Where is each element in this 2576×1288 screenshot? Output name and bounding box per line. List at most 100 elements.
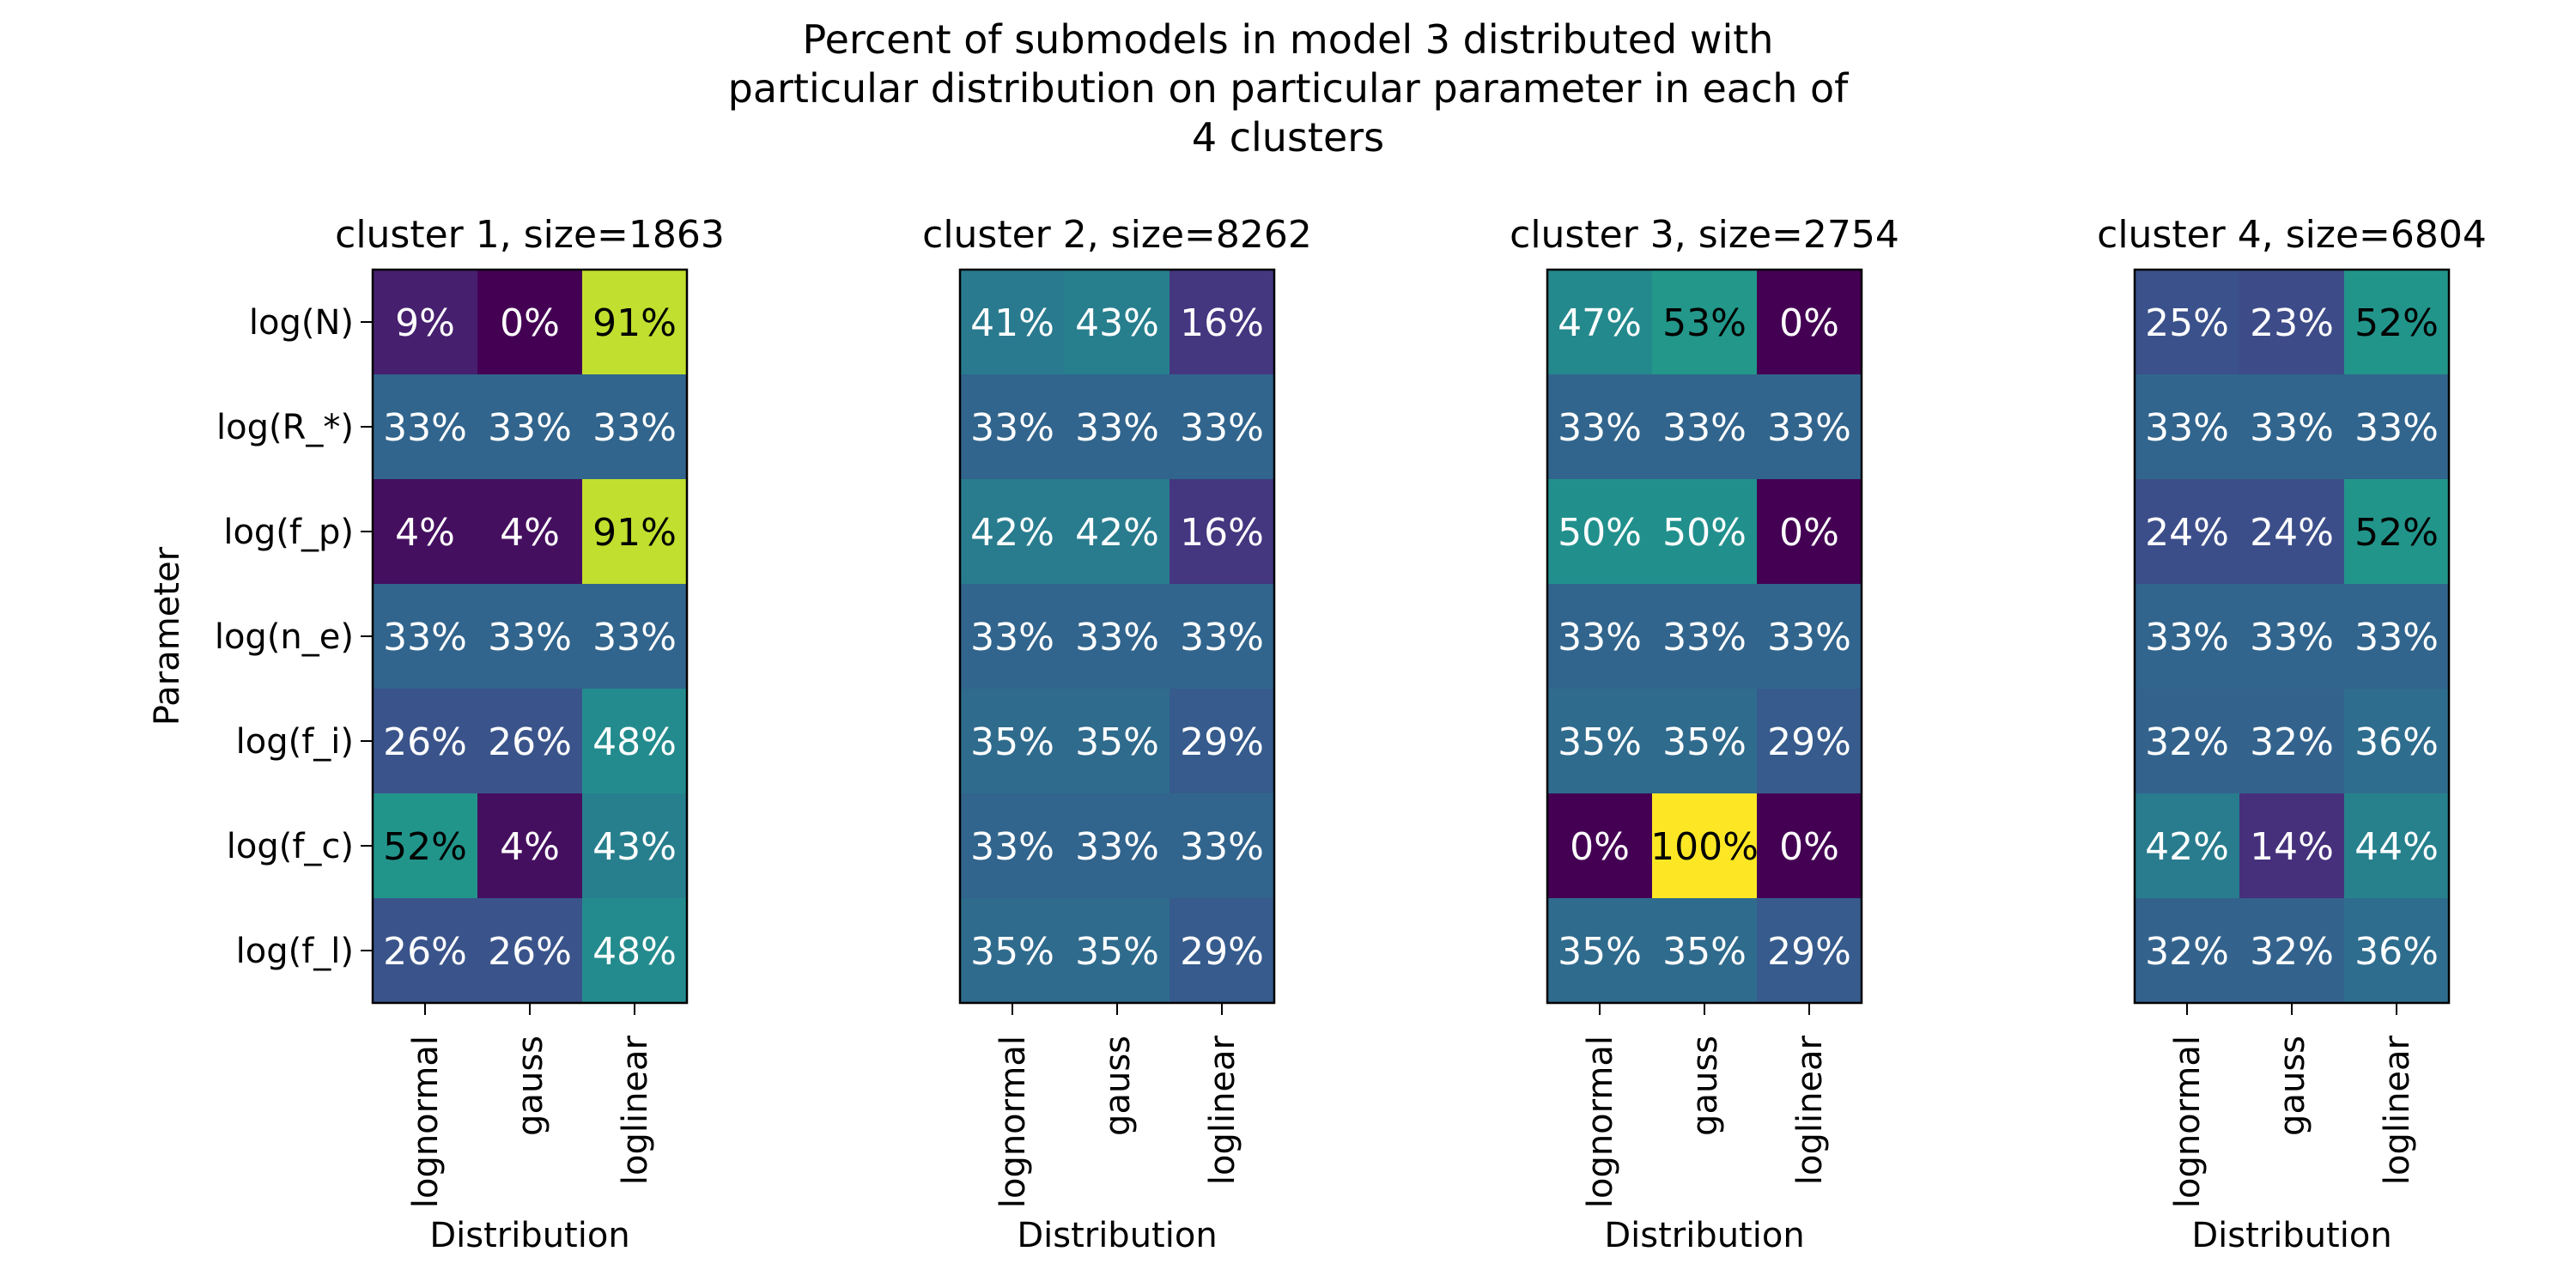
cell-value-label: 42% bbox=[2145, 825, 2229, 869]
cell-value-label: 35% bbox=[1075, 930, 1159, 974]
heatmap-cell bbox=[373, 270, 478, 375]
panel-title: cluster 2, size=8262 bbox=[922, 213, 1312, 257]
cell-value-label: 33% bbox=[2145, 406, 2229, 450]
cell-value-label: 35% bbox=[1558, 720, 1642, 764]
x-axis-label: Distribution bbox=[1604, 1216, 1804, 1255]
heatmap-cell bbox=[1547, 793, 1653, 899]
title-line-2: particular distribution on particular pa… bbox=[727, 65, 1849, 112]
cell-value-label: 53% bbox=[1662, 301, 1747, 345]
heatmap-cell bbox=[582, 793, 688, 899]
cell-value-label: 26% bbox=[383, 930, 467, 974]
heatmap-cell bbox=[373, 898, 478, 1004]
cell-value-label: 36% bbox=[2354, 930, 2439, 974]
cell-value-label: 33% bbox=[2354, 616, 2439, 659]
x-tick-label: lognormal bbox=[1581, 1036, 1620, 1208]
heatmap-cell bbox=[2135, 374, 2240, 480]
cell-value-label: 42% bbox=[970, 511, 1054, 555]
cell-value-label: 36% bbox=[2354, 720, 2439, 764]
cell-value-label: 91% bbox=[592, 511, 677, 555]
heatmap-cell bbox=[373, 584, 478, 690]
cell-value-label: 0% bbox=[1779, 825, 1839, 869]
cell-value-label: 33% bbox=[1075, 406, 1159, 450]
cell-value-label: 35% bbox=[1075, 720, 1159, 764]
heatmap-cell bbox=[1757, 898, 1862, 1004]
x-tick-label: gauss bbox=[1686, 1036, 1725, 1136]
heatmap-cell bbox=[1547, 584, 1653, 690]
cell-value-label: 35% bbox=[1558, 930, 1642, 974]
cell-value-label: 48% bbox=[592, 720, 677, 764]
y-tick-label: log(f_p) bbox=[223, 513, 354, 552]
heatmap-cell bbox=[477, 270, 583, 375]
heatmap-cell bbox=[582, 374, 688, 480]
cell-value-label: 35% bbox=[970, 930, 1054, 974]
heatmap-cell bbox=[1065, 270, 1170, 375]
heatmap-cell bbox=[2344, 584, 2450, 690]
cell-value-label: 33% bbox=[383, 406, 467, 450]
cell-value-label: 100% bbox=[1650, 825, 1759, 869]
heatmap-cell bbox=[2344, 374, 2450, 480]
heatmap-cell bbox=[2135, 689, 2240, 794]
cell-value-label: 33% bbox=[1180, 825, 1264, 869]
cell-value-label: 24% bbox=[2145, 511, 2229, 555]
heatmap-cell bbox=[2344, 793, 2450, 899]
heatmap-cell bbox=[2344, 270, 2450, 375]
cell-value-label: 33% bbox=[2354, 406, 2439, 450]
heatmap-cell bbox=[1757, 374, 1862, 480]
heatmap-cell bbox=[1170, 270, 1275, 375]
cell-value-label: 91% bbox=[592, 301, 677, 345]
cell-value-label: 33% bbox=[1558, 616, 1642, 659]
cell-value-label: 33% bbox=[592, 406, 677, 450]
heatmap-cell bbox=[477, 689, 583, 794]
cell-value-label: 33% bbox=[2250, 616, 2334, 659]
y-axis-label: Parameter bbox=[148, 546, 187, 726]
cell-value-label: 26% bbox=[383, 720, 467, 764]
cell-value-label: 4% bbox=[500, 825, 560, 869]
heatmap-cell bbox=[1170, 689, 1275, 794]
x-tick-label: loglinear bbox=[2378, 1035, 2417, 1185]
cell-value-label: 32% bbox=[2250, 930, 2334, 974]
heatmap-cell bbox=[1065, 793, 1170, 899]
cluster-panel-2: cluster 2, size=8262 41% 43% 16% 33% 33% 33% 42… bbox=[922, 213, 1312, 1255]
x-tick-label: gauss bbox=[2273, 1036, 2312, 1136]
cell-value-label: 50% bbox=[1558, 511, 1642, 555]
heatmap-cell bbox=[2239, 898, 2345, 1004]
cell-value-label: 35% bbox=[1662, 930, 1747, 974]
cell-value-label: 33% bbox=[592, 616, 677, 659]
cell-value-label: 32% bbox=[2250, 720, 2334, 764]
heatmap-cell bbox=[582, 898, 688, 1004]
heatmap-cell bbox=[373, 374, 478, 480]
cell-value-label: 26% bbox=[488, 720, 572, 764]
panel-title: cluster 4, size=6804 bbox=[2097, 213, 2487, 257]
cell-value-label: 16% bbox=[1180, 301, 1264, 345]
cell-value-label: 33% bbox=[2250, 406, 2334, 450]
heatmap-cell bbox=[1757, 479, 1862, 585]
cell-value-label: 25% bbox=[2145, 301, 2229, 345]
x-axis-label: Distribution bbox=[1017, 1216, 1217, 1255]
x-tick-label: gauss bbox=[511, 1036, 550, 1136]
heatmap-cell bbox=[582, 479, 688, 585]
cell-value-label: 50% bbox=[1662, 511, 1747, 555]
heatmap-cell bbox=[1170, 793, 1275, 899]
cell-value-label: 33% bbox=[1767, 616, 1851, 659]
heatmap-cell bbox=[582, 270, 688, 375]
heatmap-cell bbox=[1757, 689, 1862, 794]
heatmap-cell bbox=[2135, 270, 2240, 375]
cell-value-label: 33% bbox=[488, 616, 572, 659]
cell-value-label: 9% bbox=[395, 301, 455, 345]
cell-value-label: 0% bbox=[1570, 825, 1630, 869]
heatmap-cell bbox=[1652, 479, 1758, 585]
cell-value-label: 4% bbox=[395, 511, 455, 555]
panel-title: cluster 1, size=1863 bbox=[335, 213, 725, 257]
heatmap-cell bbox=[477, 584, 583, 690]
heatmap-cell bbox=[1757, 270, 1862, 375]
x-tick-label: gauss bbox=[1098, 1036, 1138, 1136]
cell-value-label: 52% bbox=[383, 825, 467, 869]
heatmap-cell bbox=[960, 689, 1066, 794]
cell-value-label: 32% bbox=[2145, 720, 2229, 764]
heatmap-cell bbox=[960, 479, 1066, 585]
heatmap-cell bbox=[1757, 793, 1862, 899]
heatmap-cell bbox=[2135, 793, 2240, 899]
title-line-3: 4 clusters bbox=[1191, 114, 1385, 161]
heatmap-cell bbox=[960, 374, 1066, 480]
heatmap-cell bbox=[960, 898, 1066, 1004]
